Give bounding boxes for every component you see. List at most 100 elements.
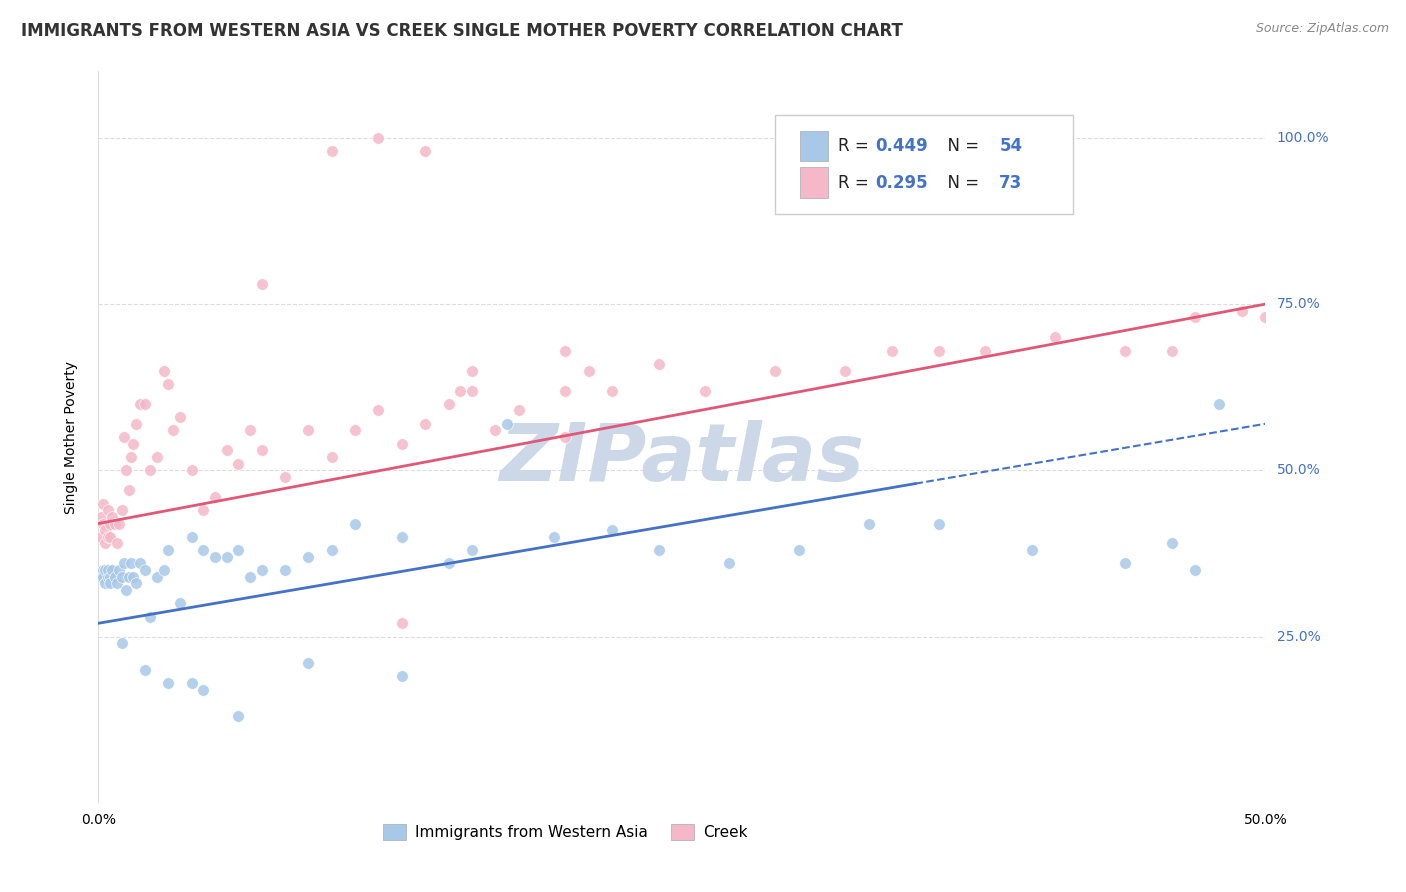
Point [1184,563,1206,577]
Point [101,563,124,577]
Point [157,376,180,391]
Text: 54: 54 [1000,137,1022,155]
Point [180,463,202,477]
Point [928,343,950,358]
Point [193,682,215,697]
Point [193,503,215,517]
Text: 73: 73 [1000,174,1022,192]
FancyBboxPatch shape [800,167,828,198]
Point [1114,343,1136,358]
Text: 100.0%: 100.0% [1277,131,1329,145]
Point [125,417,148,431]
Point [157,543,180,558]
Point [108,563,131,577]
Point [1114,557,1136,571]
Point [274,563,297,577]
Text: ZIPatlas: ZIPatlas [499,420,865,498]
Text: 50.0%: 50.0% [1277,463,1320,477]
Point [91,516,114,531]
Point [108,516,131,531]
FancyBboxPatch shape [800,130,828,161]
Point [105,576,128,591]
Point [215,549,238,564]
Point [297,549,319,564]
Point [146,450,169,464]
Point [152,363,174,377]
Point [97,503,120,517]
Point [228,709,250,723]
Point [1021,543,1043,558]
Point [118,483,141,498]
Point [125,576,148,591]
Point [321,450,343,464]
Point [554,384,576,398]
Point [1230,303,1253,318]
Point [554,430,576,444]
Point [239,424,262,438]
Point [239,570,262,584]
Point [98,576,121,591]
Text: R =: R = [838,137,875,155]
Point [413,417,436,431]
Point [94,536,117,550]
Point [139,463,162,477]
Point [97,563,120,577]
Point [97,530,120,544]
Point [129,557,152,571]
Point [204,549,226,564]
Point [134,663,156,677]
Point [193,543,215,558]
Point [297,424,319,438]
Point [91,563,114,577]
Point [391,616,413,631]
Point [215,443,238,458]
Point [1161,343,1184,358]
Point [367,403,389,417]
Point [834,363,856,377]
Point [97,570,120,584]
Point [543,530,565,544]
Point [321,543,343,558]
Point [297,656,319,670]
Text: 75.0%: 75.0% [1277,297,1320,311]
Point [1184,310,1206,325]
Point [122,436,145,450]
Point [461,384,484,398]
Point [115,463,138,477]
Point [180,676,202,690]
Point [180,530,202,544]
Point [112,557,135,571]
Point [91,497,114,511]
Point [98,530,121,544]
Point [129,397,152,411]
Point [101,509,124,524]
Point [98,516,121,531]
Text: IMMIGRANTS FROM WESTERN ASIA VS CREEK SINGLE MOTHER POVERTY CORRELATION CHART: IMMIGRANTS FROM WESTERN ASIA VS CREEK SI… [21,22,903,40]
Point [763,363,786,377]
Point [274,470,297,484]
Point [647,543,669,558]
Point [1161,536,1184,550]
Text: N =: N = [938,137,984,155]
Point [461,363,484,377]
Point [112,430,135,444]
Point [437,557,460,571]
Point [122,570,145,584]
Point [90,509,112,524]
Point [367,131,389,145]
Text: 0.295: 0.295 [876,174,928,192]
Point [111,570,134,584]
Point [152,563,174,577]
Point [787,543,810,558]
Text: Source: ZipAtlas.com: Source: ZipAtlas.com [1256,22,1389,36]
Point [695,384,717,398]
Point [391,436,413,450]
Point [321,144,343,158]
Point [250,443,273,458]
Point [91,570,114,584]
Point [134,397,156,411]
Point [169,410,191,425]
Point [974,343,997,358]
Text: 25.0%: 25.0% [1277,630,1320,643]
Point [391,530,413,544]
